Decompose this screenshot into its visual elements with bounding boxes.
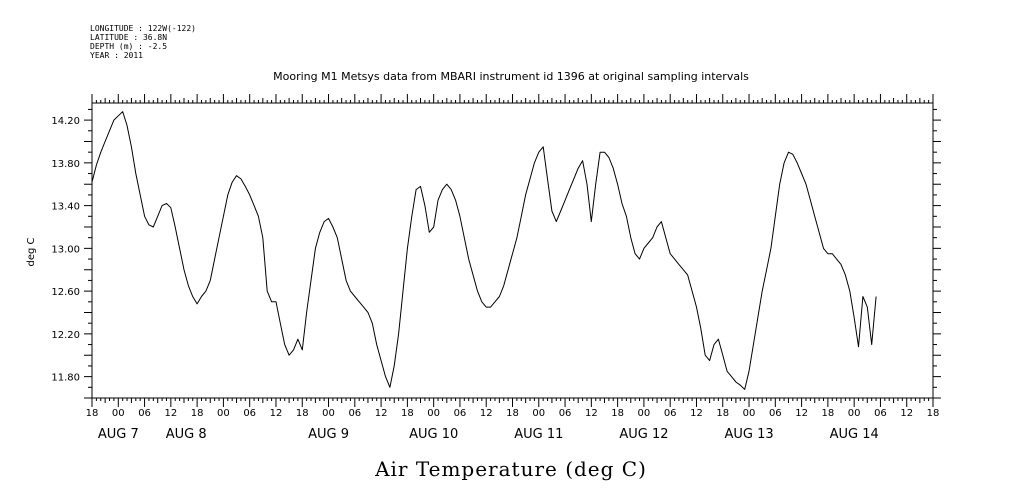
x-tick-label: 00 [638, 408, 651, 419]
x-tick-label: 06 [348, 408, 361, 419]
x-tick-label: 12 [480, 408, 493, 419]
y-tick-label: 13.00 [51, 244, 80, 255]
x-tick-label: 00 [217, 408, 230, 419]
x-tick-label: 06 [243, 408, 256, 419]
depth-text: DEPTH (m) : -2.5 [90, 42, 167, 51]
day-label: AUG 9 [308, 427, 349, 442]
x-tick-label: 00 [427, 408, 440, 419]
day-label: AUG 13 [724, 427, 773, 442]
axis-tick-labels: 14.20 13.80 13.40 13.00 12.60 12.20 11.80 18 00 0… [51, 116, 939, 442]
series-layer [91, 111, 877, 390]
x-tick-label: 18 [296, 408, 309, 419]
year-text: YEAR : 2011 [90, 51, 143, 60]
day-label: AUG 10 [409, 427, 458, 442]
x-tick-label: 18 [506, 408, 519, 419]
x-tick-label: 12 [164, 408, 177, 419]
y-axis-label: deg C [26, 237, 37, 266]
x-tick-label: 06 [454, 408, 467, 419]
longitude-text: LONGITUDE : 122W(-122) [90, 24, 196, 33]
day-label: AUG 8 [166, 427, 207, 442]
axis-ticks [84, 94, 941, 407]
x-tick-label: 00 [112, 408, 125, 419]
metadata-block: LONGITUDE : 122W(-122) LATITUDE : 36.8N … [90, 24, 196, 60]
y-tick-label: 13.80 [51, 159, 80, 170]
x-tick-label: 12 [270, 408, 283, 419]
x-tick-label: 12 [375, 408, 388, 419]
x-tick-label: 06 [769, 408, 782, 419]
day-label: AUG 11 [514, 427, 563, 442]
x-tick-label: 06 [664, 408, 677, 419]
x-tick-label: 18 [86, 408, 99, 419]
x-tick-label: 12 [795, 408, 808, 419]
day-label: AUG 7 [98, 427, 139, 442]
chart-title: Mooring M1 Metsys data from MBARI instru… [273, 70, 749, 83]
x-tick-label: 12 [690, 408, 703, 419]
x-tick-label: 18 [716, 408, 729, 419]
y-tick-label: 12.60 [51, 287, 80, 298]
x-tick-label: 06 [138, 408, 151, 419]
plot-frame [91, 102, 934, 399]
x-tick-label: 00 [743, 408, 756, 419]
day-label: AUG 14 [830, 427, 879, 442]
x-tick-label: 00 [848, 408, 861, 419]
y-tick-label: 12.20 [51, 330, 80, 341]
series-line-0 [91, 111, 877, 390]
x-tick-label: 12 [585, 408, 598, 419]
y-tick-label: 11.80 [51, 373, 80, 384]
x-tick-label: 06 [874, 408, 887, 419]
x-tick-label: 00 [322, 408, 335, 419]
x-tick-label: 00 [532, 408, 545, 419]
x-tick-label: 18 [401, 408, 414, 419]
y-tick-label: 14.20 [51, 116, 80, 127]
x-tick-label: 12 [900, 408, 913, 419]
y-tick-label: 13.40 [51, 202, 80, 213]
latitude-text: LATITUDE : 36.8N [90, 33, 167, 42]
day-label: AUG 12 [619, 427, 668, 442]
x-tick-label: 18 [191, 408, 204, 419]
plot-border [91, 102, 934, 399]
x-tick-label: 06 [559, 408, 572, 419]
x-tick-label: 18 [611, 408, 624, 419]
x-tick-label: 18 [822, 408, 835, 419]
x-axis-label: Air Temperature (deg C) [374, 457, 647, 481]
x-tick-label: 18 [927, 408, 940, 419]
